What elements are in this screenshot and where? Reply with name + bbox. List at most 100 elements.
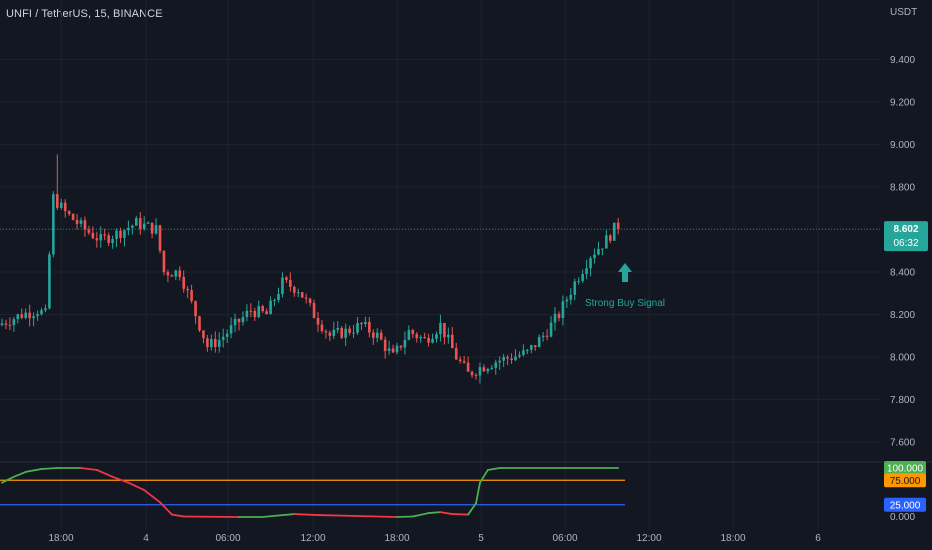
candle-body	[24, 312, 27, 318]
candle-body	[186, 288, 189, 291]
x-tick-label: 18:00	[384, 533, 409, 544]
candle-body	[324, 331, 328, 333]
candle-body	[395, 345, 399, 353]
candle-body	[135, 218, 138, 226]
oscillator-segment	[261, 514, 280, 518]
chart-overlay: 8.602 06:32 Strong Buy Signal	[0, 221, 928, 309]
candle-body	[375, 332, 379, 338]
candle-body	[530, 345, 533, 350]
candle-body	[415, 334, 419, 339]
candle-body	[616, 222, 620, 230]
candle-body	[119, 230, 122, 238]
candle-body	[146, 222, 150, 224]
candle-body	[510, 358, 513, 361]
candle-body	[474, 375, 478, 377]
candle-body	[454, 348, 458, 360]
candle-body	[12, 319, 16, 326]
candle-body	[561, 301, 565, 318]
candle-body	[573, 281, 577, 295]
candle-body	[289, 280, 292, 287]
candle-body	[312, 303, 316, 319]
candle-body	[439, 322, 442, 335]
candle-body	[225, 333, 229, 337]
candle-body	[427, 337, 430, 343]
oscillator-segment	[12, 471, 27, 478]
price-axis: 9.4009.2009.0008.8008.6008.4008.2008.000…	[890, 7, 917, 449]
candle-body	[478, 367, 482, 376]
candle-body	[138, 218, 142, 229]
y-tick-label: 7.800	[890, 395, 915, 406]
candle-body	[514, 356, 517, 361]
candle-body	[48, 254, 51, 309]
oscillator-segment	[356, 515, 398, 518]
candle-body	[356, 323, 359, 333]
oscillator-segment	[475, 481, 481, 505]
candle-body	[308, 298, 312, 304]
candle-body	[387, 348, 391, 351]
candle-body	[52, 194, 55, 255]
candle-body	[522, 350, 525, 355]
oscillator-level-label: 100.000	[887, 464, 924, 475]
candle-body	[403, 339, 407, 348]
candle-body	[214, 339, 217, 347]
oscillator-segment	[159, 501, 173, 516]
candle-body	[533, 345, 537, 348]
candle-body	[99, 234, 103, 241]
x-tick-label: 12:00	[636, 533, 661, 544]
y-tick-label: 9.400	[890, 55, 915, 66]
candle-body	[233, 318, 237, 326]
candle-body	[399, 345, 403, 348]
oscillator-segment	[95, 469, 114, 478]
candle-body	[490, 367, 494, 369]
candle-body	[482, 367, 486, 372]
candle-body	[103, 234, 106, 236]
candle-body	[202, 330, 205, 339]
candle-body	[91, 232, 95, 239]
candle-body	[245, 310, 249, 317]
candle-body	[79, 220, 83, 224]
candle-body	[411, 330, 415, 335]
candle-body	[111, 238, 114, 244]
candle-body	[182, 276, 185, 289]
candle-body	[328, 332, 332, 336]
oscillator-segment	[1, 475, 15, 484]
candle-body	[593, 254, 596, 259]
up-arrow-icon	[618, 263, 632, 282]
candle-body	[451, 334, 454, 349]
candle-body	[253, 310, 257, 318]
candle-body	[83, 220, 87, 230]
candle-body	[75, 219, 79, 224]
currency-label: USDT	[890, 7, 917, 18]
candle-body	[123, 230, 126, 238]
oscillator-segment	[486, 467, 501, 471]
candle-body	[170, 275, 174, 277]
oscillator-level-badge	[884, 473, 926, 488]
candle-body	[348, 328, 351, 333]
candle-body	[486, 368, 490, 372]
candle-body	[59, 202, 63, 208]
candle-body	[166, 272, 170, 276]
candle-body	[162, 250, 166, 273]
candle-body	[379, 332, 383, 340]
candle-body	[237, 318, 241, 323]
x-tick-label: 18:00	[720, 533, 745, 544]
candle-body	[71, 213, 75, 220]
y-tick-label: 8.800	[890, 183, 915, 194]
oscillator-level-badge	[884, 461, 926, 475]
candle-body	[16, 314, 20, 320]
oscillator-level-label: 25.000	[890, 500, 921, 511]
candle-body	[40, 310, 43, 315]
candle-body	[443, 322, 446, 338]
candle-body	[304, 297, 308, 299]
oscillator-segment	[439, 511, 454, 515]
last-price-value: 8.602	[893, 224, 918, 235]
candle-body	[28, 312, 31, 319]
candle-body	[612, 222, 616, 241]
x-tick-label: 4	[143, 533, 149, 544]
candle-body	[340, 327, 343, 338]
candle-body	[372, 332, 375, 338]
candle-body	[462, 361, 466, 363]
candle-body	[87, 229, 91, 233]
